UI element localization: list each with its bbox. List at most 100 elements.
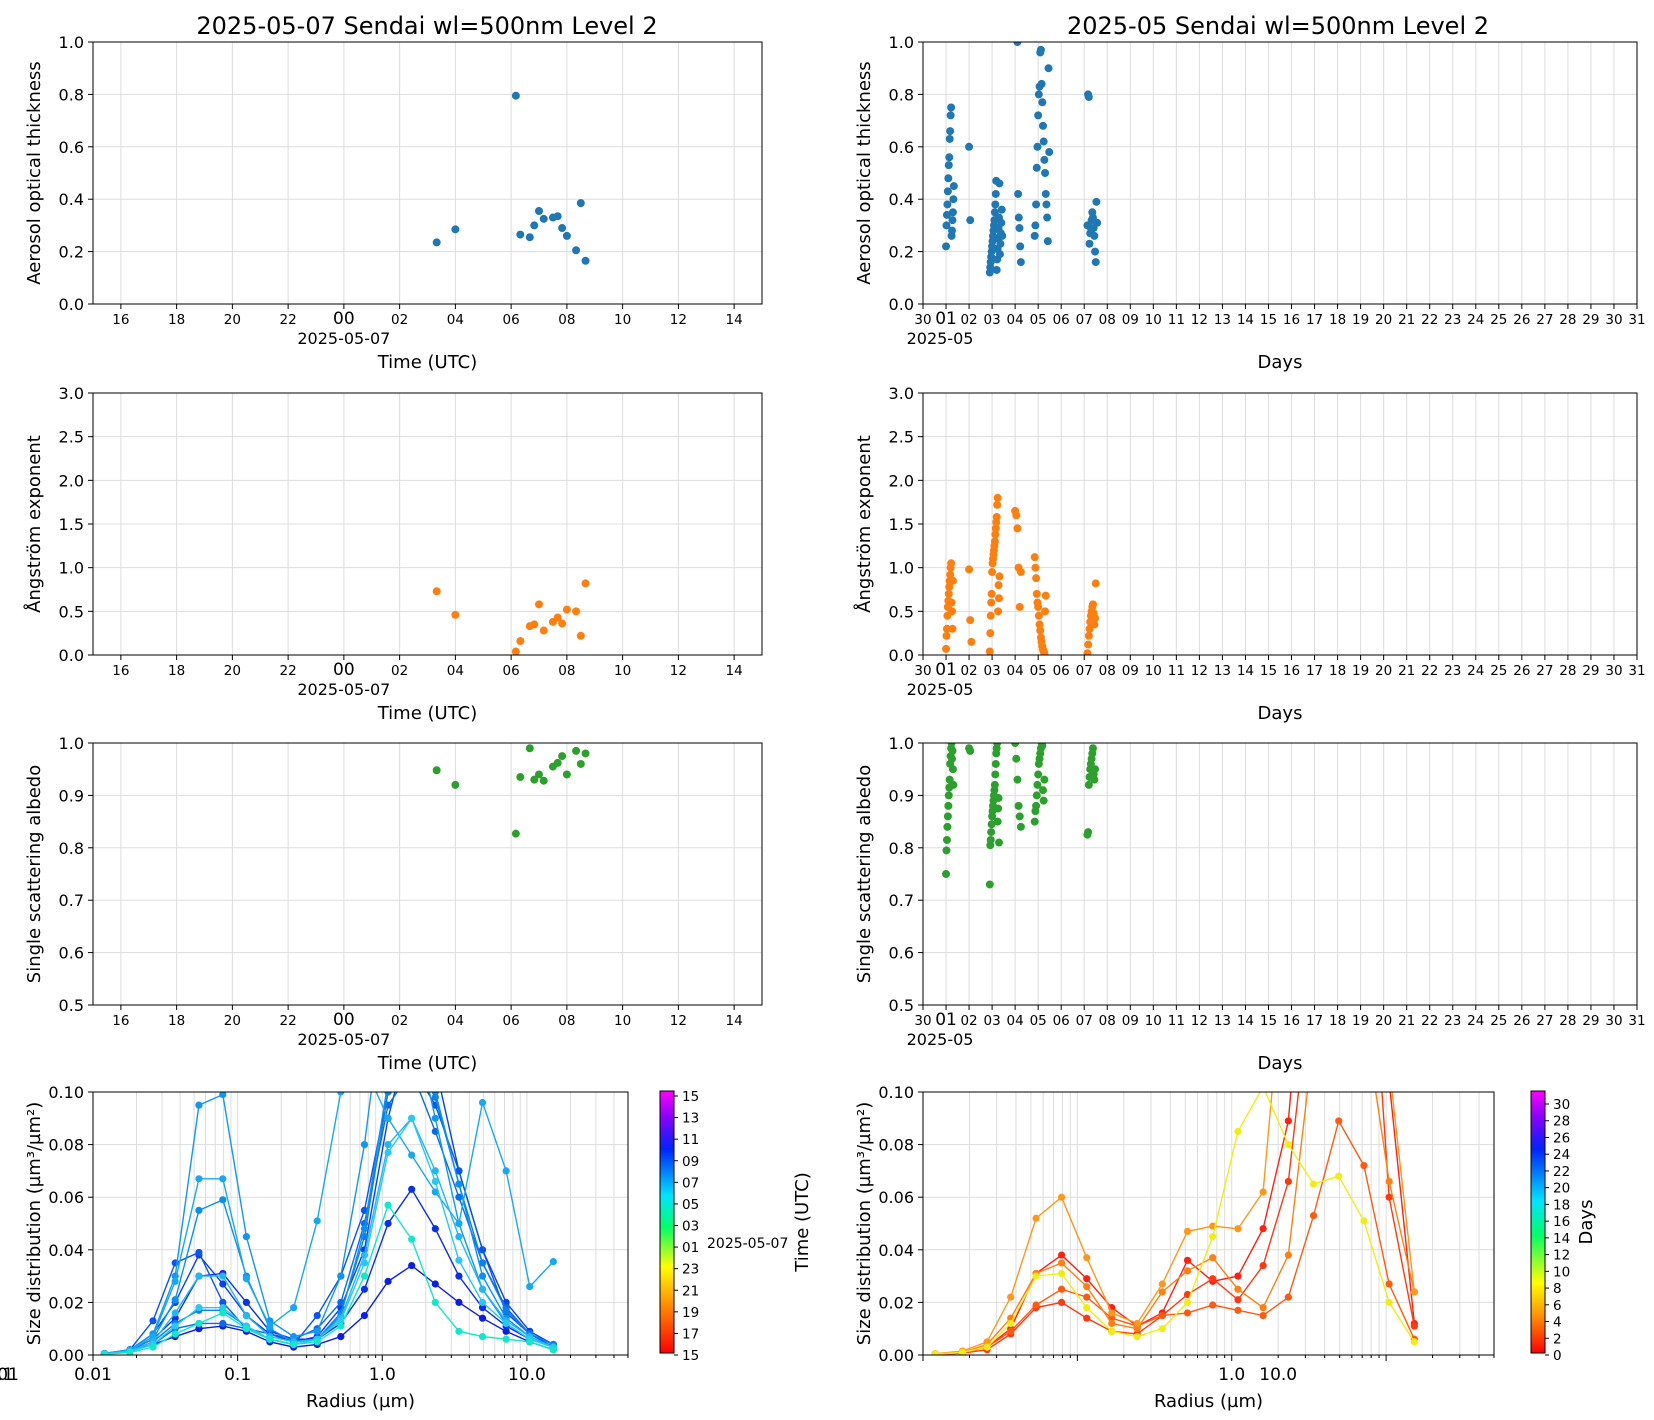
x-tick-label: 00 [333, 1010, 355, 1030]
x-axis-label: Radius (µm) [306, 1391, 415, 1412]
data-point [944, 174, 953, 183]
series-point [266, 1322, 274, 1330]
series-point [126, 1348, 134, 1355]
data-point [1090, 620, 1099, 629]
x-tick-label: 10 [1145, 312, 1162, 328]
series-point [408, 1151, 416, 1159]
data-point [525, 233, 534, 242]
data-point [948, 576, 957, 585]
plot-area [931, 825, 1418, 1355]
data-point [1084, 631, 1093, 640]
x-tick-label: 11 [1168, 1013, 1185, 1029]
y-tick-label: 0.0 [59, 295, 84, 314]
colorbar-days-tick-label: 12 [1553, 1248, 1570, 1264]
x-tick-label: 26 [1513, 663, 1530, 679]
x-tick-label: 17 [1306, 312, 1323, 328]
colorbar-days-tick-label: 24 [1553, 1147, 1570, 1163]
data-point [1040, 155, 1049, 164]
series-point [1209, 1233, 1217, 1241]
x-tick-label: 1.0 [1218, 1365, 1245, 1385]
x-tick-label: 14 [1237, 1013, 1254, 1029]
x-tick-label: 21 [1398, 1013, 1415, 1029]
data-point [1041, 189, 1050, 198]
data-point [995, 179, 1004, 188]
series-point [1032, 1301, 1040, 1309]
series-point [384, 1078, 391, 1085]
series-point [219, 1175, 227, 1183]
y-tick-label: 0.02 [878, 1293, 914, 1312]
colorbar-days-tick-label: 26 [1553, 1130, 1570, 1146]
series-point [478, 1272, 487, 1280]
series-point [195, 1325, 203, 1333]
axes-frame [92, 41, 763, 305]
series-point [171, 1309, 179, 1317]
colorbar-time-utc-tick-label: 03 [682, 1219, 699, 1235]
x-tick-label: 08 [1099, 663, 1116, 679]
data-point [948, 208, 957, 217]
data-point [516, 230, 525, 239]
x-tick-label: 07 [1076, 1013, 1093, 1029]
colorbar-time-utc-tick-label: 01 [682, 1240, 699, 1256]
x-tick-label: 30 [1605, 1013, 1622, 1029]
series-line [104, 1116, 554, 1355]
y-tick-label: 0.9 [59, 786, 84, 805]
series-point [1310, 825, 1317, 832]
series-point [384, 1148, 392, 1157]
x-tick-label: 24 [1467, 312, 1484, 328]
series-point [384, 1277, 392, 1285]
data-point [581, 749, 590, 758]
series-point [502, 1327, 510, 1335]
colorbar-time-utc-tick-label: 13 [682, 1111, 699, 1127]
series-point [478, 1332, 487, 1341]
series-point [1057, 1259, 1066, 1267]
x-tick-label: 20 [224, 663, 241, 679]
x-tick-label: 20 [1375, 1013, 1392, 1029]
colorbar-days-tick-label: 18 [1553, 1197, 1570, 1213]
x-axis-label: Days [1258, 352, 1303, 373]
series-point [1032, 1214, 1040, 1222]
series-point [360, 1285, 369, 1293]
data-point [1030, 817, 1039, 826]
y-tick-label: 3.0 [889, 384, 914, 403]
series-point [384, 957, 391, 964]
data-point [516, 773, 525, 782]
y-tick-label: 0.5 [59, 996, 84, 1015]
x-tick-label: 05 [1030, 1013, 1047, 1029]
y-tick-label: 1.5 [59, 515, 84, 534]
series-point [242, 1298, 251, 1306]
x-tick-label: 06 [503, 1013, 520, 1029]
series-point [455, 1256, 463, 1264]
y-tick-label: 0.8 [889, 85, 914, 104]
series-point [1158, 1280, 1166, 1288]
data-point [994, 607, 1003, 616]
x-tick-label: 04 [1007, 1013, 1024, 1029]
data-point [1014, 189, 1023, 198]
data-point [1039, 796, 1048, 805]
data-point [1038, 98, 1047, 107]
x-tick-label: 21 [1398, 663, 1415, 679]
data-point [1037, 79, 1046, 88]
series-point [1183, 1309, 1192, 1317]
y-tick-label: 0.2 [889, 243, 914, 262]
x-tick-label: 16 [1283, 312, 1300, 328]
series-point [1310, 957, 1317, 964]
x-tick-label: 24 [1467, 1013, 1484, 1029]
data-point [1042, 200, 1051, 209]
colorbar-days-label: Days [1576, 1200, 1597, 1245]
data-point [539, 776, 548, 785]
series-point [1234, 1127, 1242, 1136]
x-tick-label: 13 [1214, 312, 1231, 328]
x-tick-label: 01 [935, 309, 957, 329]
data-point [1038, 121, 1047, 130]
data-point [451, 780, 460, 789]
series-point [1259, 1304, 1267, 1312]
data-point [947, 598, 956, 607]
data-point [949, 780, 958, 789]
x-tick-label: 22 [1421, 312, 1438, 328]
data-point [942, 846, 951, 855]
data-point [985, 880, 994, 889]
data-point [1032, 574, 1041, 583]
series-point [1234, 1296, 1242, 1304]
x-tick-label: 28 [1559, 312, 1576, 328]
